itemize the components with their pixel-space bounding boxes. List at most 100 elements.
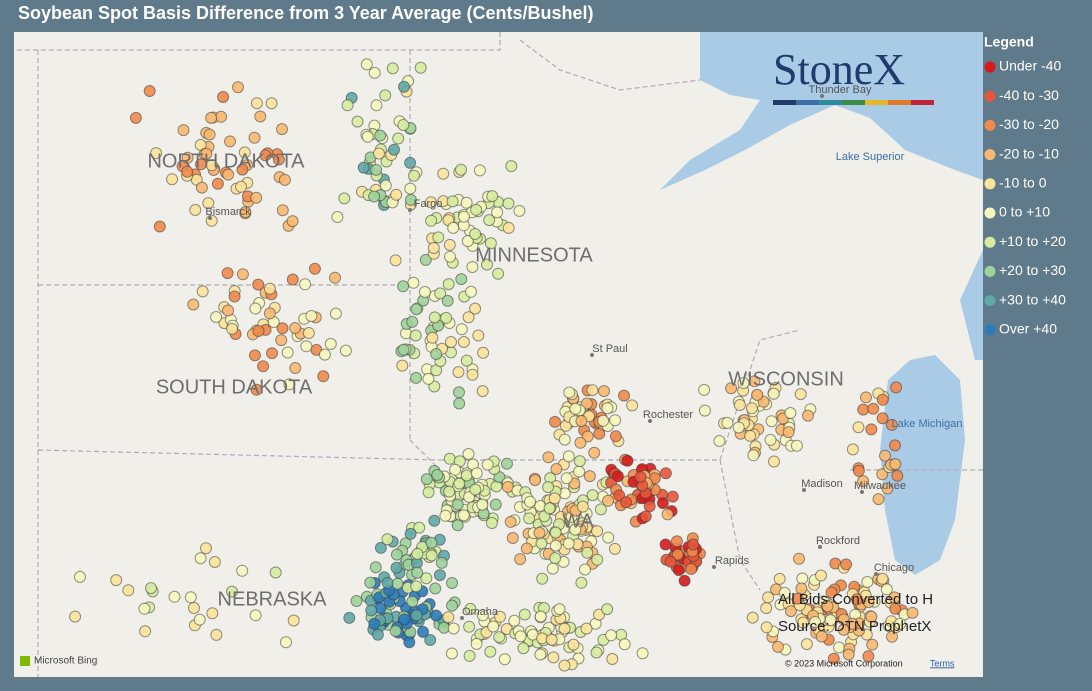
basis-point xyxy=(469,228,482,240)
basis-point xyxy=(455,163,467,176)
basis-point xyxy=(549,552,562,565)
basis-point xyxy=(360,58,373,71)
basis-point xyxy=(452,366,465,379)
basis-point xyxy=(569,402,582,415)
basis-point xyxy=(580,622,593,635)
basis-point xyxy=(442,278,455,291)
basis-point xyxy=(618,389,630,402)
basis-point xyxy=(408,169,420,182)
basis-point xyxy=(534,610,547,623)
basis-point xyxy=(299,278,312,291)
city-dot xyxy=(874,572,878,576)
basis-point xyxy=(287,614,300,627)
basis-point xyxy=(546,562,559,575)
basis-point xyxy=(318,348,331,361)
basis-point xyxy=(725,382,738,395)
city-dot xyxy=(818,545,822,549)
basis-point xyxy=(563,386,576,399)
basis-point xyxy=(643,500,656,513)
basis-point xyxy=(558,433,571,446)
legend-label: -40 to -30 xyxy=(999,87,1059,103)
basis-point xyxy=(481,458,494,471)
city-label: Rockford xyxy=(816,535,860,547)
basis-point xyxy=(472,329,485,342)
basis-point xyxy=(250,383,263,396)
basis-point xyxy=(403,636,416,649)
basis-point xyxy=(732,421,745,434)
legend-title: Legend xyxy=(984,34,1034,50)
basis-point xyxy=(168,590,181,603)
terms[interactable]: Terms xyxy=(930,658,955,668)
basis-point xyxy=(443,238,456,251)
basis-point xyxy=(404,193,417,206)
basis-point xyxy=(324,338,337,350)
basis-point xyxy=(821,600,834,613)
state-label: SOUTH DAKOTA xyxy=(156,376,313,398)
basis-point xyxy=(558,659,571,672)
basis-point xyxy=(451,498,464,511)
basis-point xyxy=(621,454,634,467)
basis-point xyxy=(308,262,321,275)
basis-point xyxy=(842,648,855,661)
basis-point xyxy=(609,430,622,443)
basis-point xyxy=(374,541,387,554)
basis-point xyxy=(211,177,224,190)
basis-point xyxy=(443,485,456,498)
basis-point xyxy=(636,647,649,660)
basis-point xyxy=(659,538,672,551)
basis-point xyxy=(889,439,901,452)
basis-point xyxy=(193,613,206,626)
basis-point xyxy=(200,147,213,160)
basis-point xyxy=(428,514,441,527)
basis-point xyxy=(143,85,156,97)
basis-point xyxy=(536,572,549,585)
basis-point xyxy=(203,128,216,141)
note: All Bids Converted to H xyxy=(778,591,933,608)
basis-point xyxy=(361,130,374,143)
basis-point xyxy=(588,446,601,459)
basis-point xyxy=(206,607,219,620)
basis-point xyxy=(508,614,521,627)
basis-point xyxy=(880,583,893,596)
basis-point xyxy=(876,572,889,585)
city-label: Madison xyxy=(801,478,843,490)
city-dot xyxy=(408,208,412,212)
basis-point xyxy=(470,467,483,480)
basis-point xyxy=(567,638,580,651)
basis-point xyxy=(432,231,445,244)
basis-point xyxy=(602,494,615,507)
basis-point xyxy=(470,637,483,650)
basis-point xyxy=(489,498,502,511)
basis-point xyxy=(562,537,575,550)
basis-point xyxy=(827,652,840,665)
basis-point xyxy=(236,564,249,577)
basis-point xyxy=(737,377,750,389)
basis-point xyxy=(602,531,615,544)
basis-point xyxy=(397,119,410,131)
legend-label: +20 to +30 xyxy=(999,262,1066,278)
legend-label: +30 to +40 xyxy=(999,291,1066,307)
basis-point xyxy=(483,214,496,227)
basis-point xyxy=(520,542,533,555)
basis-point xyxy=(228,290,241,303)
basis-point xyxy=(542,451,555,464)
basis-point xyxy=(494,610,506,623)
basis-point xyxy=(440,311,453,324)
basis-point xyxy=(390,188,403,201)
basis-point xyxy=(505,160,518,173)
basis-point xyxy=(733,399,746,411)
basis-point xyxy=(441,294,454,307)
legend-swatch xyxy=(984,178,996,190)
basis-point xyxy=(433,569,446,582)
title: Soybean Spot Basis Difference from 3 Yea… xyxy=(18,3,594,23)
basis-point xyxy=(397,280,410,293)
basis-point xyxy=(391,577,404,590)
basis-point xyxy=(457,336,470,348)
basis-point xyxy=(533,526,546,539)
basis-point xyxy=(576,500,589,513)
basis-point xyxy=(194,552,207,565)
basis-point xyxy=(764,433,777,446)
basis-point xyxy=(476,609,489,622)
city-label: Omaha xyxy=(462,606,499,618)
basis-point xyxy=(445,647,458,660)
